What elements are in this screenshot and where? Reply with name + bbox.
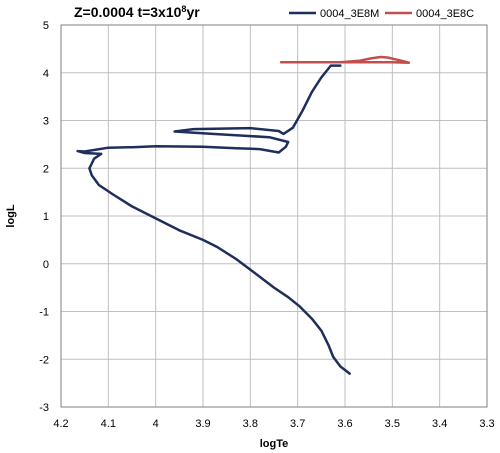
x-tick-label: 3.7 <box>290 418 305 430</box>
y-tick-label: -3 <box>39 402 49 414</box>
y-tick-labels: -3 -2 -1 0 1 2 3 4 5 <box>39 20 49 414</box>
legend-label-0004-3e8m: 0004_3E8M <box>320 8 379 20</box>
x-tick-label: 3.4 <box>432 418 447 430</box>
x-tick-label: 4.1 <box>101 418 116 430</box>
y-tick-label: 1 <box>43 211 49 223</box>
x-tick-labels: 4.2 4.1 4 3.9 3.8 3.7 3.6 3.5 3.4 3.3 <box>53 418 494 430</box>
x-tick-label: 3.6 <box>337 418 352 430</box>
chart-title-suffix: yr <box>186 4 200 20</box>
x-tick-label: 3.5 <box>385 418 400 430</box>
chart-title: Z=0.0004 t=3x108yr <box>74 4 200 20</box>
x-tick-label: 3.8 <box>243 418 258 430</box>
legend-label-0004-3e8c: 0004_3E8C <box>416 8 474 20</box>
y-tick-label: -1 <box>39 307 49 319</box>
series-line-0004-3e8c <box>279 55 411 64</box>
x-tick-label: 4 <box>153 418 159 430</box>
series-line-0004-3e8m <box>76 64 351 375</box>
y-tick-label: 2 <box>43 163 49 175</box>
x-tick-label: 4.2 <box>53 418 68 430</box>
chart-title-superscript: 8 <box>181 4 186 14</box>
x-tick-label: 3.3 <box>479 418 494 430</box>
x-axis-label: logTe <box>260 438 289 450</box>
series-layer <box>76 55 411 375</box>
y-axis-label: logL <box>5 204 17 227</box>
plot-area-frame <box>60 24 488 408</box>
legend: 0004_3E8M 0004_3E8C <box>289 8 474 20</box>
chart-title-main: Z=0.0004 t=3x10 <box>74 4 182 20</box>
y-tick-label: 5 <box>43 20 49 32</box>
y-tick-label: 3 <box>43 116 49 128</box>
y-tick-label: 4 <box>43 68 49 80</box>
x-tick-label: 3.9 <box>195 418 210 430</box>
y-tick-label: -2 <box>39 354 49 366</box>
y-tick-label: 0 <box>43 259 49 271</box>
